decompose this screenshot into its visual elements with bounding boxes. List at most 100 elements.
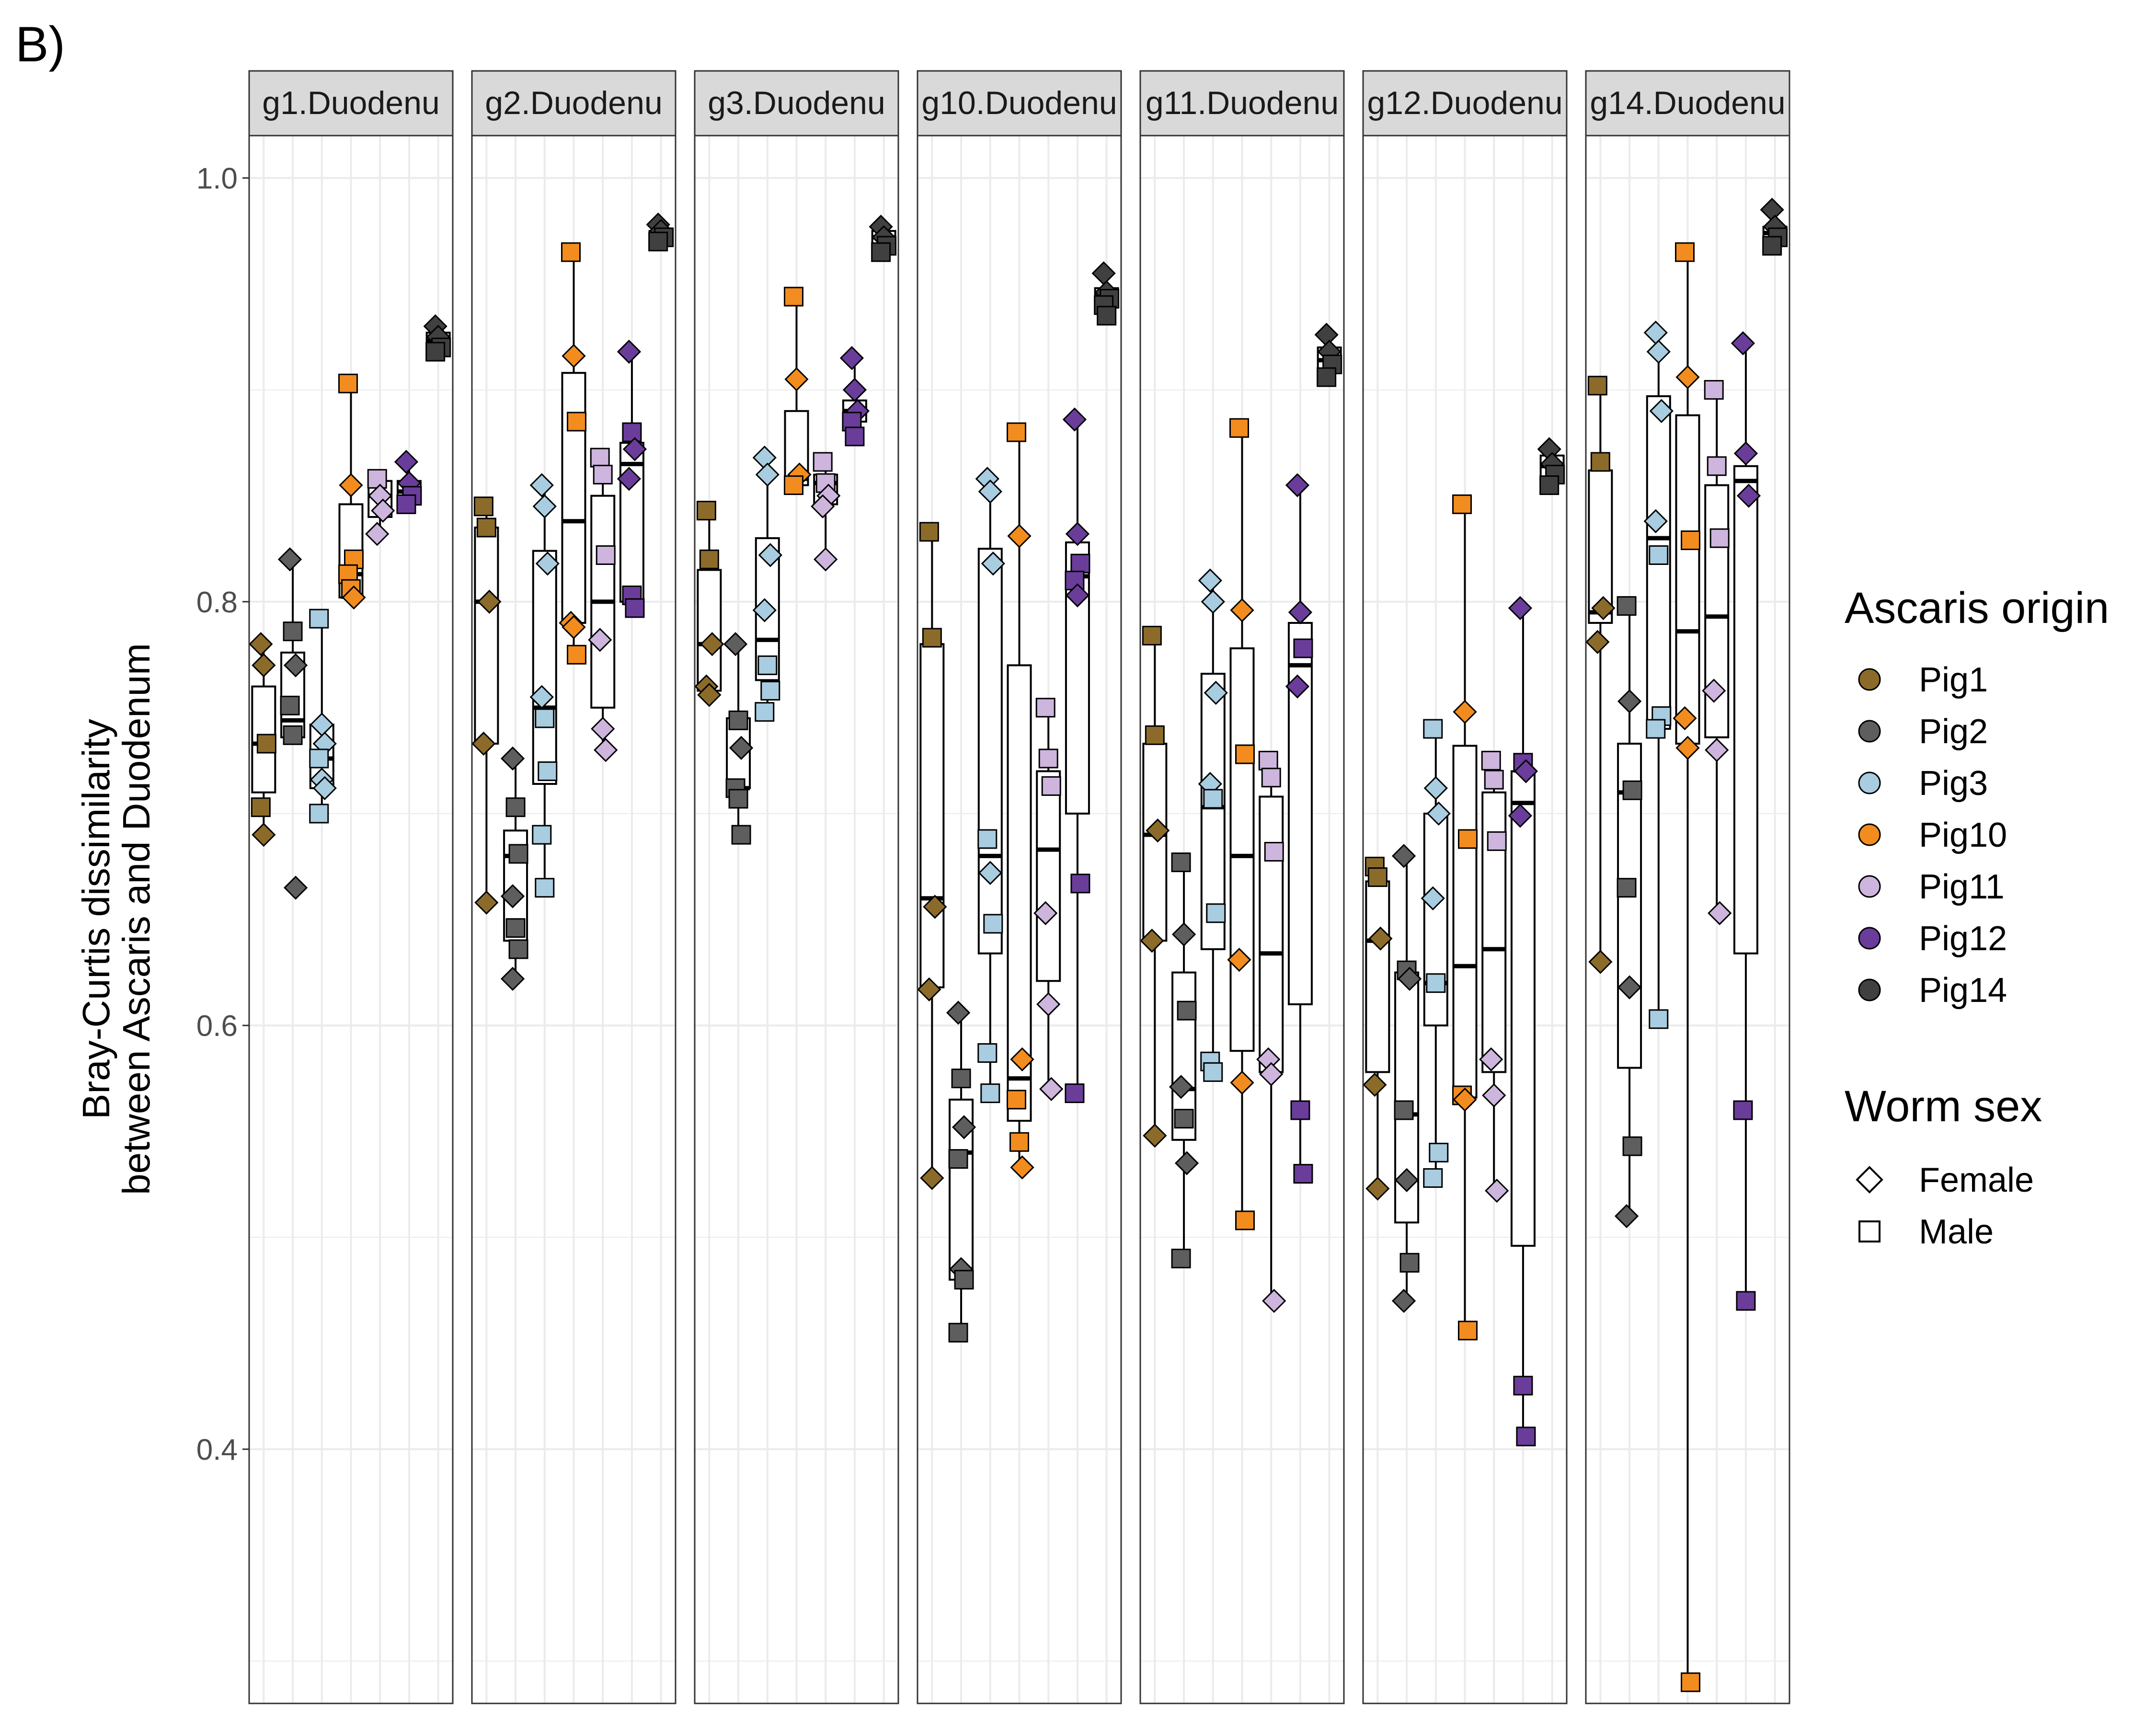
point-female	[920, 1166, 944, 1190]
facet-strip	[1585, 70, 1790, 137]
y-tick-label: 1.0	[196, 162, 238, 195]
panel-border	[1362, 135, 1568, 1704]
point-male	[1041, 776, 1061, 796]
point-female	[588, 628, 612, 652]
point-female	[1591, 596, 1616, 621]
point-female	[1708, 901, 1732, 925]
point-male	[1516, 1426, 1536, 1447]
point-female	[1614, 1204, 1639, 1229]
point-male	[1513, 1376, 1533, 1396]
point-male	[1736, 1291, 1756, 1311]
facet-strip-label: g11.Duodenu	[1146, 85, 1339, 121]
legend-title-origin: Ascaris origin	[1845, 584, 2109, 632]
box-body	[1200, 673, 1226, 950]
point-female	[622, 437, 647, 461]
point-male	[1707, 456, 1727, 476]
point-female	[1673, 706, 1697, 731]
point-male	[731, 825, 751, 845]
point-male	[871, 242, 891, 262]
panel-border	[1139, 135, 1345, 1704]
point-female	[1171, 922, 1196, 947]
point-male	[309, 609, 329, 629]
point-male	[1539, 475, 1560, 495]
point-female	[723, 632, 748, 656]
point-male	[590, 448, 610, 468]
box-pig2	[1391, 844, 1422, 1313]
point-female	[252, 823, 276, 847]
point-female	[617, 467, 642, 491]
box-body	[1036, 770, 1061, 982]
facet-panel: g2.Duodenu	[471, 70, 677, 1704]
point-male	[1070, 553, 1090, 574]
point-male	[977, 829, 998, 849]
point-female	[1288, 600, 1313, 624]
point-male	[593, 464, 613, 484]
point-female	[814, 547, 838, 572]
box-pig11	[1033, 698, 1064, 1101]
point-male	[728, 710, 748, 730]
point-male	[1423, 719, 1443, 739]
point-male	[1235, 1210, 1255, 1230]
box-pig10	[338, 373, 366, 610]
point-male	[1704, 380, 1724, 400]
point-male	[1293, 1164, 1313, 1184]
legend-label-pig2: Pig2	[1919, 713, 1988, 751]
point-male	[1649, 1009, 1669, 1029]
point-female	[755, 462, 780, 487]
box-body	[1423, 812, 1448, 1027]
point-male	[977, 1043, 998, 1063]
box-body	[1259, 795, 1284, 1073]
point-female	[283, 875, 308, 900]
legend-title-sex: Worm sex	[1845, 1082, 2042, 1131]
point-male	[1429, 1142, 1449, 1162]
point-female	[952, 1115, 976, 1139]
box-pig11	[1702, 380, 1732, 925]
point-female	[1649, 399, 1674, 423]
box-body	[977, 548, 1003, 954]
point-male	[1452, 494, 1472, 514]
point-male	[1367, 867, 1388, 887]
point-male	[1142, 626, 1162, 646]
facet-strip	[917, 70, 1122, 137]
box-body	[1733, 465, 1758, 954]
box-pig3	[529, 473, 560, 898]
legend: Ascaris origin Pig1Pig2Pig3Pig10Pig11Pig…	[1845, 584, 2109, 1251]
point-female	[283, 653, 308, 678]
box-pig14	[1091, 261, 1120, 326]
point-male	[1675, 242, 1695, 262]
point-female	[1617, 689, 1642, 713]
point-female	[1482, 1083, 1506, 1108]
facet-strip-label: g3.Duodenu	[708, 85, 885, 121]
point-male	[1399, 1253, 1420, 1273]
facet-strip	[694, 70, 899, 137]
box-pig10	[1007, 422, 1034, 1180]
box-pig12	[1731, 331, 1761, 1311]
y-tick-label: 0.4	[196, 1433, 238, 1466]
point-female	[1140, 929, 1164, 953]
point-female	[1421, 886, 1445, 910]
point-male	[813, 452, 833, 472]
point-female	[342, 585, 366, 610]
point-male	[1145, 725, 1165, 745]
point-male	[473, 496, 493, 517]
panel-border	[917, 135, 1122, 1704]
point-female	[1201, 589, 1225, 614]
box-body	[919, 643, 945, 989]
point-female	[923, 895, 947, 919]
point-male	[251, 797, 271, 817]
box-body	[1452, 745, 1478, 1099]
facet-strip	[471, 70, 677, 137]
point-male	[1458, 829, 1478, 849]
point-female	[1643, 509, 1668, 533]
point-female	[1617, 975, 1642, 1000]
point-female	[1039, 1077, 1064, 1101]
point-female	[1394, 1168, 1419, 1192]
point-male	[755, 702, 775, 722]
box-pig3	[309, 609, 337, 824]
point-male	[338, 373, 358, 393]
point-female	[758, 543, 782, 567]
point-female	[1007, 524, 1032, 548]
point-female	[535, 552, 560, 576]
box-pig2	[723, 632, 754, 845]
point-male	[367, 469, 387, 489]
